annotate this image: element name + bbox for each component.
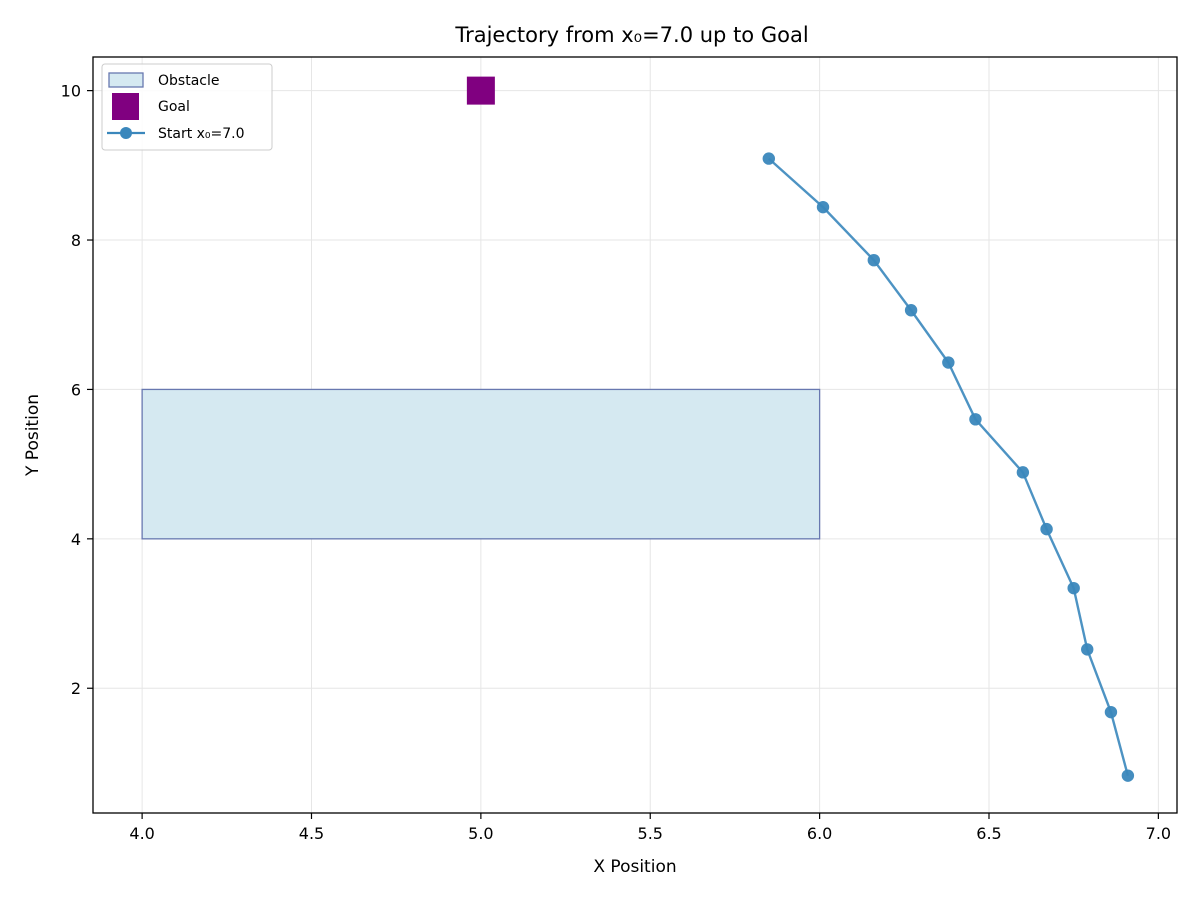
x-tick-label: 4.0	[129, 824, 154, 843]
legend-goal-swatch	[112, 93, 139, 120]
legend-obstacle-swatch	[108, 72, 144, 88]
obstacle-layer	[141, 388, 821, 540]
y-axis-label: Y Position	[23, 394, 43, 477]
trajectory-point	[1121, 769, 1135, 782]
legend-series-label: Start x₀=7.0	[158, 126, 245, 142]
series-layer	[762, 152, 1135, 782]
goal-layer	[466, 76, 495, 105]
trajectory-point	[867, 253, 881, 267]
x-tick-label: 6.5	[976, 824, 1001, 843]
trajectory-point	[904, 304, 918, 317]
legend-series-marker	[120, 127, 132, 139]
x-axis-label: X Position	[593, 857, 676, 877]
trajectory-point	[1104, 705, 1118, 719]
trajectory-line	[768, 157, 1130, 776]
x-tick-label: 4.5	[299, 824, 324, 843]
trajectory-point	[762, 152, 776, 165]
x-tick-label: 5.0	[468, 824, 493, 843]
legend-frame	[101, 63, 273, 151]
y-tick-label: 8	[71, 231, 81, 250]
trajectory-point	[1016, 466, 1030, 479]
y-axis-ticks: 2 4 6 8 10	[61, 82, 93, 698]
legend-obstacle-label: Obstacle	[158, 73, 219, 89]
trajectory-point	[816, 200, 830, 214]
trajectory-point	[1067, 581, 1080, 595]
y-tick-label: 2	[71, 679, 81, 698]
x-tick-label: 5.5	[638, 824, 663, 843]
plot-area-frame	[92, 56, 1178, 814]
x-tick-label: 7.0	[1146, 824, 1171, 843]
legend-goal-label: Goal	[158, 99, 190, 115]
y-tick-label: 6	[71, 380, 81, 399]
trajectory-point	[1081, 643, 1094, 656]
chart-title: Trajectory from x₀=7.0 up to Goal	[454, 23, 808, 47]
legend: Obstacle Goal Start x₀=7.0	[101, 63, 273, 151]
x-tick-label: 6.0	[807, 824, 832, 843]
trajectory-point	[1040, 522, 1053, 536]
x-axis-ticks: 4.0 4.5 5.0 5.5 6.0 6.5 7.0	[129, 813, 1171, 843]
goal-marker	[466, 76, 495, 105]
trajectory-point	[969, 413, 982, 426]
obstacle-rect	[141, 388, 821, 540]
y-tick-label: 10	[61, 82, 81, 101]
trajectory-point	[942, 356, 955, 369]
y-tick-label: 4	[71, 530, 81, 549]
